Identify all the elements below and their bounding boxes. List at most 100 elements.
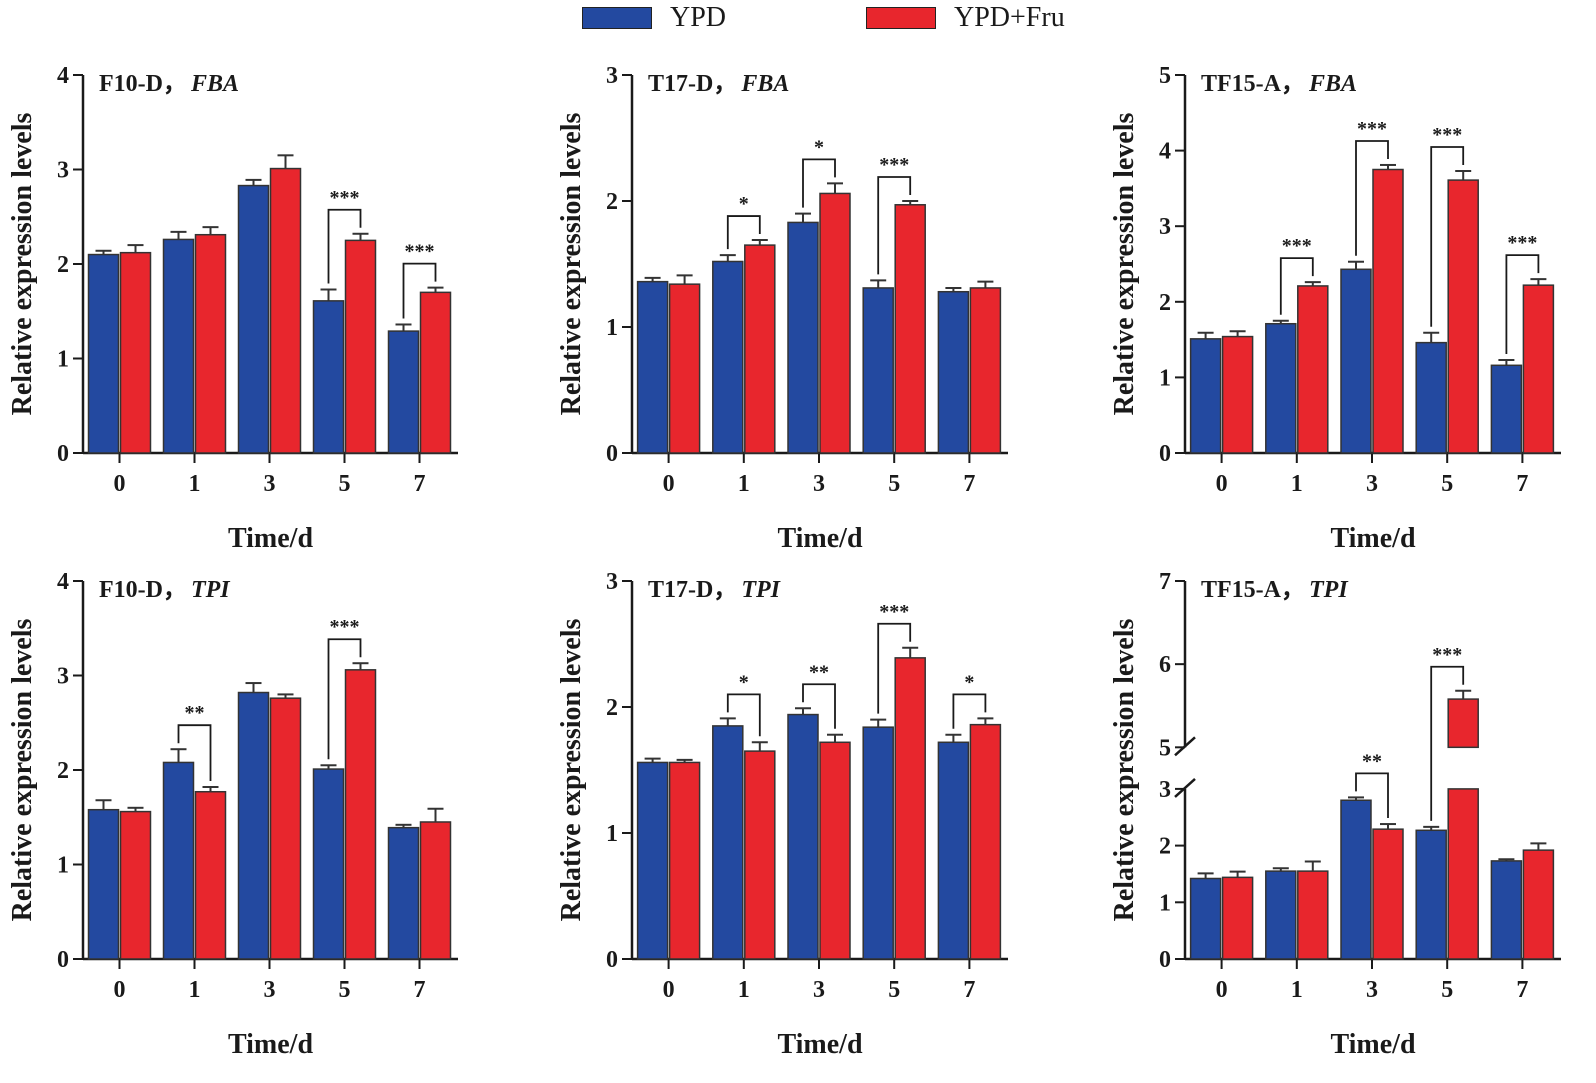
panel-2: 0 1 2 3 Relative expression levels T17-D， FBA 0… xyxy=(556,63,1008,554)
bar-ypd-fru xyxy=(1522,849,1555,960)
bar-ypd xyxy=(937,741,970,960)
x-tick-label: 1 xyxy=(1291,471,1303,497)
y-tick-label: 3 xyxy=(1159,214,1171,240)
y-axis-title: Relative expression levels xyxy=(556,113,587,416)
significance-label: ** xyxy=(185,702,205,724)
significance-bracket xyxy=(177,724,212,782)
bar-ypd xyxy=(237,691,270,960)
bar-ypd-fru xyxy=(819,741,851,960)
bar-ypd-fru xyxy=(969,287,1002,454)
panel-title: F10-D， TPI xyxy=(99,577,231,603)
significance-label: *** xyxy=(1432,124,1462,146)
x-tick-label: 7 xyxy=(1516,471,1528,497)
significance-bracket xyxy=(726,215,761,250)
bar-ypd xyxy=(1490,364,1523,454)
y-tick-label: 5 xyxy=(1159,735,1171,761)
y-tick-label: 2 xyxy=(1159,834,1171,860)
x-tick-label: 5 xyxy=(888,471,900,497)
bar-ypd-fru xyxy=(668,761,701,960)
x-tick-label: 7 xyxy=(414,471,426,497)
bar-ypd-fru-lower xyxy=(1447,788,1479,960)
significance-label: ** xyxy=(809,661,829,683)
x-tick-label: 1 xyxy=(1291,977,1303,1003)
bar-ypd xyxy=(1340,268,1372,454)
x-axis-title: Time/d xyxy=(228,1029,313,1060)
significance-label: *** xyxy=(879,154,909,176)
panel-title-strain: F10-D， xyxy=(99,577,187,603)
legend-label-ypd: YPD xyxy=(670,2,727,33)
x-tick-label: 0 xyxy=(114,977,126,1003)
bar-ypd-fru xyxy=(894,657,926,960)
bar-ypd xyxy=(87,808,120,960)
significance-bracket xyxy=(1505,254,1540,355)
bar-ypd xyxy=(162,761,195,960)
bar-ypd-fru xyxy=(419,821,452,960)
x-axis-title: Time/d xyxy=(1330,523,1415,554)
significance-bracket xyxy=(952,693,987,729)
bar-ypd xyxy=(237,184,270,454)
y-axis-title: Relative expression levels xyxy=(7,619,38,922)
significance-bracket xyxy=(877,622,912,714)
y-tick-label: 3 xyxy=(606,569,618,595)
bar-ypd xyxy=(387,330,420,454)
x-tick-label: 3 xyxy=(1366,977,1378,1003)
bar-ypd xyxy=(636,761,669,960)
y-tick-label: 2 xyxy=(606,695,618,721)
x-axis-title: Time/d xyxy=(777,1029,862,1060)
bar-ypd-fru xyxy=(744,244,776,454)
significance-bracket xyxy=(802,683,836,729)
y-tick-label: 1 xyxy=(606,315,618,341)
x-tick-label: 5 xyxy=(1441,977,1453,1003)
significance-label: * xyxy=(739,193,749,215)
x-tick-label: 3 xyxy=(1366,471,1378,497)
significance-label: ** xyxy=(1362,750,1382,772)
panel-title-strain: F10-D， xyxy=(99,71,187,97)
significance-bracket xyxy=(877,176,912,275)
y-axis-title: Relative expression levels xyxy=(1109,113,1140,416)
bar-ypd xyxy=(387,826,420,960)
significance-bracket xyxy=(327,208,362,284)
bar-ypd-fru xyxy=(1522,284,1555,454)
bar-ypd xyxy=(787,221,819,454)
panel-title-gene: TPI xyxy=(1309,577,1349,603)
x-tick-label: 3 xyxy=(813,977,825,1003)
x-tick-label: 0 xyxy=(663,471,675,497)
panel-title-gene: TPI xyxy=(191,577,231,603)
bar-ypd-fru xyxy=(269,167,302,454)
bar-ypd-fru xyxy=(1221,335,1254,454)
y-tick-label: 1 xyxy=(1159,365,1171,391)
bar-ypd-fru xyxy=(344,239,377,454)
significance-label: * xyxy=(739,671,749,693)
bar-ypd xyxy=(937,290,970,454)
y-tick-label: 4 xyxy=(1159,139,1171,165)
y-tick-label: 0 xyxy=(1159,947,1171,973)
panel-title: TF15-A， FBA xyxy=(1201,71,1357,97)
y-tick-label: 2 xyxy=(57,758,69,784)
significance-bracket xyxy=(402,262,437,319)
bar-ypd-fru xyxy=(1297,870,1329,960)
y-tick-label: 0 xyxy=(57,947,69,973)
y-tick-label: 2 xyxy=(606,189,618,215)
significance-label: *** xyxy=(405,241,435,263)
bar-ypd-fru xyxy=(1221,876,1254,960)
bar-ypd-fru xyxy=(894,204,926,454)
x-tick-label: 0 xyxy=(1216,471,1228,497)
y-tick-label: 4 xyxy=(57,63,69,89)
bar-ypd xyxy=(87,253,120,454)
x-tick-label: 3 xyxy=(813,471,825,497)
bar-ypd-fru xyxy=(668,283,701,454)
significance-bracket xyxy=(1279,257,1314,315)
bar-ypd-fru xyxy=(269,697,302,960)
bar-ypd-fru xyxy=(819,192,851,454)
bar-ypd xyxy=(712,725,744,960)
significance-label: * xyxy=(964,671,974,693)
x-tick-label: 0 xyxy=(114,471,126,497)
x-tick-label: 1 xyxy=(738,977,750,1003)
x-tick-label: 0 xyxy=(663,977,675,1003)
y-tick-label: 2 xyxy=(57,252,69,278)
significance-label: *** xyxy=(1282,235,1312,257)
bar-ypd xyxy=(1265,870,1297,960)
bar-ypd-fru xyxy=(969,723,1002,960)
significance-bracket xyxy=(802,158,836,208)
